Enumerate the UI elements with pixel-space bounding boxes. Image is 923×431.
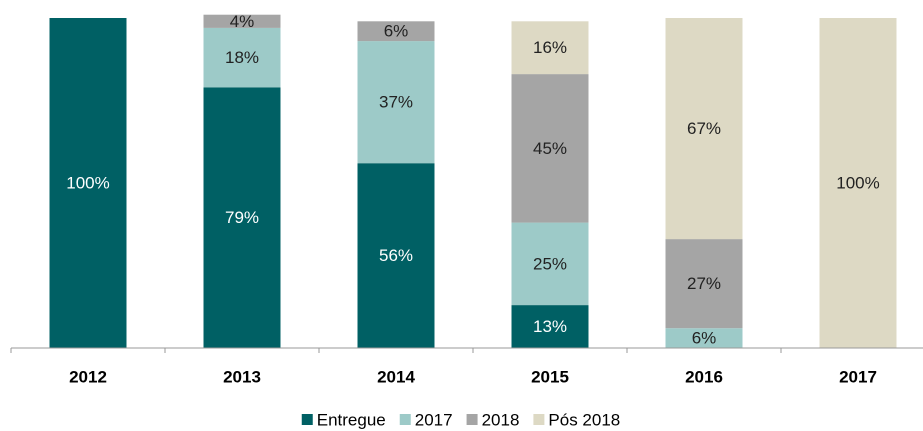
x-tick-label: 2015 (531, 367, 569, 386)
data-label: 4% (230, 12, 255, 31)
bar-segment (665, 18, 743, 240)
legend-swatch (466, 414, 478, 425)
x-tick-label: 2014 (377, 367, 415, 386)
bar-segment (357, 163, 435, 348)
bar-segment (203, 87, 281, 349)
x-tick-label: 2013 (223, 367, 261, 386)
bar-segment (49, 18, 127, 348)
data-label: 100% (836, 173, 879, 192)
bar-segment (511, 305, 589, 348)
data-label: 56% (379, 246, 413, 265)
bar-segment (203, 27, 281, 88)
x-tick-label: 2017 (839, 367, 877, 386)
bar-segment (357, 41, 435, 164)
bar-segment (511, 21, 589, 75)
bar-segment (511, 222, 589, 306)
bar-segment (819, 18, 897, 348)
x-tick-label: 2012 (69, 367, 107, 386)
legend-label: 2017 (415, 410, 453, 429)
data-label: 25% (533, 254, 567, 273)
legend-label: Pós 2018 (548, 410, 620, 429)
data-label: 27% (687, 274, 721, 293)
data-label: 16% (533, 38, 567, 57)
data-label: 6% (692, 329, 717, 348)
data-label: 37% (379, 93, 413, 112)
x-tick-label: 2016 (685, 367, 723, 386)
legend-label: 2018 (482, 410, 520, 429)
data-label: 79% (225, 208, 259, 227)
legend-swatch (533, 414, 545, 425)
data-label: 18% (225, 48, 259, 67)
bar-segment (511, 74, 589, 223)
bar-segment (665, 328, 743, 348)
data-label: 13% (533, 317, 567, 336)
data-label: 67% (687, 119, 721, 138)
data-label: 45% (533, 139, 567, 158)
bar-segment (665, 239, 743, 329)
legend-swatch (399, 414, 411, 425)
data-label: 100% (66, 173, 109, 192)
bar-segment (357, 21, 435, 42)
bar-segment (203, 14, 281, 28)
legend-label: Entregue (317, 410, 386, 429)
legend-swatch (301, 414, 313, 425)
data-label: 6% (384, 22, 409, 41)
